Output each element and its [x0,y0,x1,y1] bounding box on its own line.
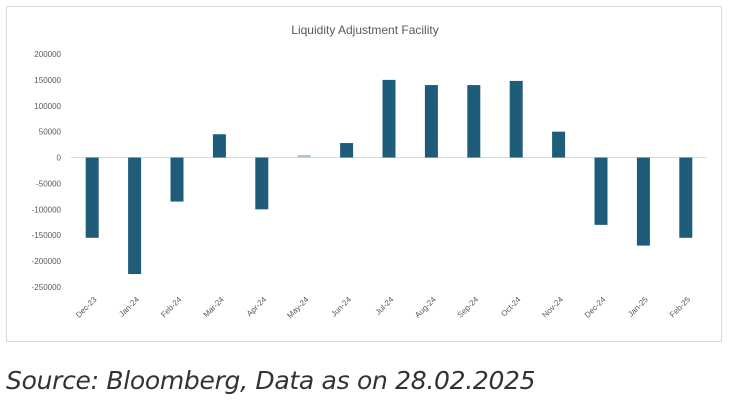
source-caption: Source: Bloomberg, Data as on 28.02.2025 [6,366,536,395]
y-tick-label: 100000 [34,102,61,111]
y-tick-label: 200000 [34,50,61,59]
x-tick-label: Jul-24 [374,295,396,317]
x-tick-label: Oct-24 [499,295,523,319]
bar-oct-24 [509,80,523,158]
y-tick-label: -50000 [36,179,61,188]
x-tick-label: May-24 [285,295,311,321]
y-tick-label: -200000 [32,257,62,266]
bar-aug-24 [424,85,438,158]
bar-jan-24 [128,157,142,275]
bar-apr-24 [255,157,269,210]
x-axis-ticks: Dec-23 Jan-24 Feb-24 Mar-24 Apr-24 May-24 Jun-… [74,295,693,321]
bar-sep-24 [467,85,481,158]
x-tick-label: Mar-24 [202,295,227,320]
y-axis-ticks: 200000 150000 100000 50000 0 -50000 -100000 -15… [32,50,62,292]
x-tick-label: Aug-24 [413,295,438,320]
chart-title: Liquidity Adjustment Facility [291,23,438,37]
y-tick-label: -150000 [32,231,62,240]
bar-mar-24 [212,134,226,158]
x-tick-label: Dec-23 [74,295,99,320]
x-tick-label: Feb-24 [159,295,184,320]
bar-may-24 [297,154,311,158]
y-tick-label: 150000 [34,76,61,85]
chart-frame: Liquidity Adjustment Facility 200000 1500… [6,6,722,342]
bar-jun-24 [340,143,354,158]
x-tick-label: Jan-25 [626,295,650,319]
x-tick-label: Feb-25 [668,295,693,320]
bar-dec-23 [85,157,99,238]
bar-dec-24 [594,157,608,225]
y-tick-label: -250000 [32,283,62,292]
y-tick-label: 50000 [39,128,62,137]
y-tick-label: 0 [57,154,62,163]
bar-feb-25 [679,157,693,238]
x-tick-label: Jan-24 [117,295,141,319]
x-tick-label: Dec-24 [583,295,608,320]
bar-jan-25 [636,157,650,246]
x-tick-label: Nov-24 [540,295,565,320]
y-tick-label: -100000 [32,205,62,214]
bar-feb-24 [170,157,184,202]
x-tick-label: Sep-24 [456,295,481,320]
bar-jul-24 [382,79,396,158]
x-tick-label: Jun-24 [329,295,353,319]
bars [85,79,693,275]
bar-nov-24 [552,131,566,158]
bar-chart: Liquidity Adjustment Facility 200000 1500… [32,23,707,321]
x-tick-label: Apr-24 [245,295,269,319]
